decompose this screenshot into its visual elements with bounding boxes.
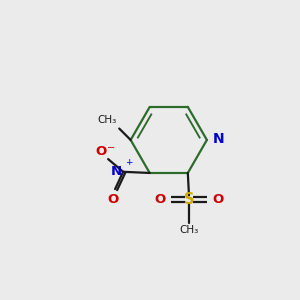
Text: O: O: [107, 193, 118, 206]
Text: CH₃: CH₃: [97, 115, 116, 125]
Text: S: S: [184, 192, 194, 207]
Text: N: N: [213, 132, 224, 146]
Text: O: O: [213, 193, 224, 206]
Text: −: −: [107, 143, 116, 153]
Text: N: N: [111, 165, 122, 178]
Text: O: O: [95, 145, 106, 158]
Text: O: O: [154, 193, 165, 206]
Text: CH₃: CH₃: [179, 225, 199, 235]
Text: +: +: [125, 158, 132, 167]
